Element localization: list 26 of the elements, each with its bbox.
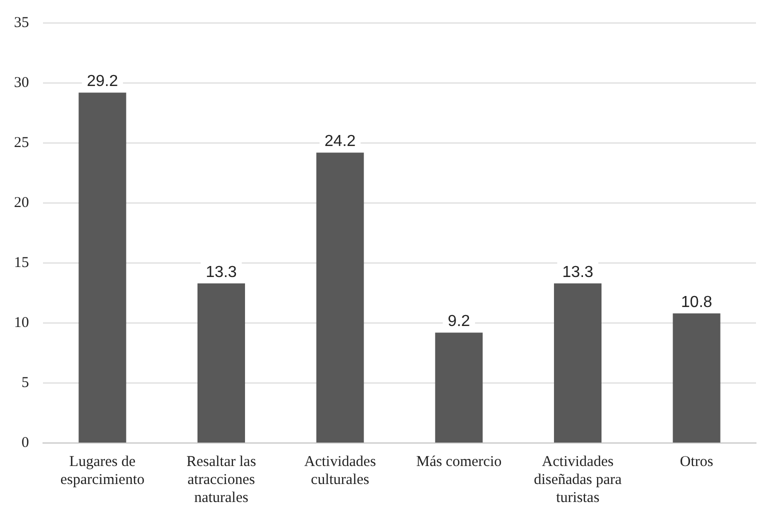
y-tick-label: 0 [22,434,29,451]
bar [554,283,602,442]
y-tick-label: 30 [14,74,29,91]
x-tick-label: Resaltar las atracciones naturales [186,454,256,506]
data-label: 24.2 [324,133,356,150]
x-tick-label: Lugares de esparcimiento [60,454,144,488]
data-label: 13.3 [206,264,237,281]
x-tick-label: Actividades culturales [304,454,376,488]
x-tick-label: Otros [680,454,714,470]
y-tick-label: 10 [14,314,29,331]
y-tick-label: 35 [14,14,29,31]
bar [197,283,246,442]
bar [672,313,720,442]
x-tick-label: Actividades diseñadas para turistas [534,454,622,506]
bar [435,332,483,442]
data-label: 9.2 [448,313,470,330]
x-tick-label: Más comercio [416,454,502,470]
y-tick-label: 15 [14,254,29,271]
data-label: 10.8 [681,294,712,311]
data-label: 29.2 [86,73,118,90]
y-tick-label: 20 [14,194,29,211]
y-tick-label: 5 [22,374,29,391]
data-label: 13.3 [562,264,594,281]
y-tick-label: 25 [14,134,29,151]
bar [316,152,364,442]
bar [78,92,126,442]
